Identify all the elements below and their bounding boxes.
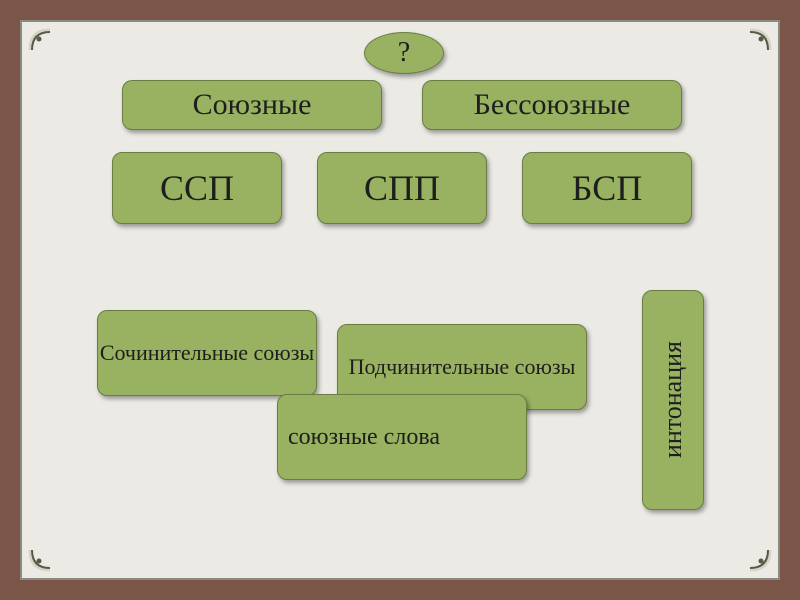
node-label: Сочинительные союзы xyxy=(100,340,314,366)
node-union-words: союзные слова xyxy=(277,394,527,480)
node-label: Подчинительные союзы xyxy=(339,345,586,388)
node-nonunion: Бессоюзные xyxy=(422,80,682,130)
node-label: Союзные xyxy=(193,88,312,122)
node-label: интонация xyxy=(658,341,688,458)
node-question: ? xyxy=(364,32,444,74)
node-label: ССП xyxy=(160,167,234,209)
node-label: Бессоюзные xyxy=(474,88,631,122)
node-label: СПП xyxy=(364,167,440,209)
node-intonation: интонация xyxy=(642,290,704,510)
node-spp: СПП xyxy=(317,152,487,224)
corner-ornament-tr xyxy=(748,28,772,52)
node-ssp: ССП xyxy=(112,152,282,224)
node-coordinative: Сочинительные союзы xyxy=(97,310,317,396)
node-label: союзные слова xyxy=(278,414,526,460)
corner-ornament-tl xyxy=(28,28,52,52)
node-union: Союзные xyxy=(122,80,382,130)
node-label: ? xyxy=(398,37,410,69)
corner-ornament-br xyxy=(748,548,772,572)
corner-ornament-bl xyxy=(28,548,52,572)
node-bsp: БСП xyxy=(522,152,692,224)
node-label: БСП xyxy=(572,167,642,209)
slide-canvas: ? Союзные Бессоюзные ССП СПП БСП Сочинит… xyxy=(20,20,780,580)
